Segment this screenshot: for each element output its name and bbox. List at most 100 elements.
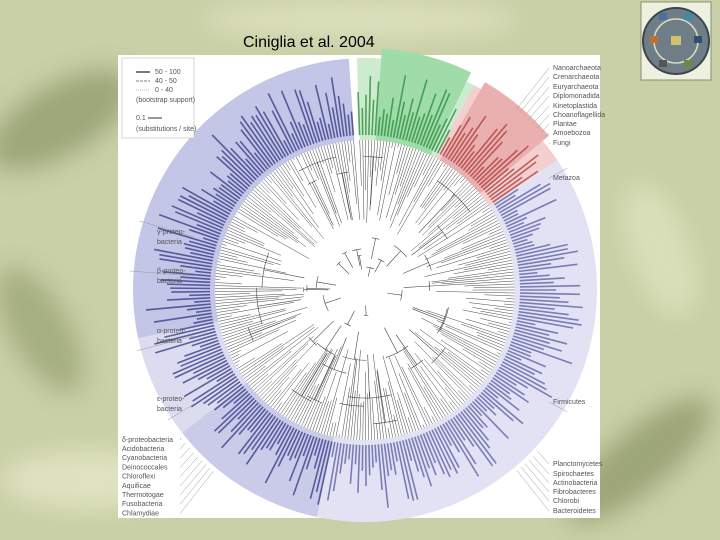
branch (443, 163, 446, 168)
leaf-label (233, 390, 249, 404)
branch (414, 154, 431, 188)
leaf-label (507, 349, 547, 368)
branch (396, 145, 405, 174)
leaf-label (455, 415, 494, 467)
leaf-label (260, 419, 282, 451)
branch (415, 170, 456, 224)
leaf-label (386, 97, 395, 137)
leaf-label (428, 124, 441, 150)
leader-line (548, 168, 568, 179)
clade-label: Chlamydiae (122, 510, 159, 517)
leaf-label (467, 130, 508, 175)
branch (257, 185, 318, 244)
branch (218, 258, 287, 274)
leaf-label (510, 341, 573, 365)
branch (229, 350, 241, 356)
branch (320, 146, 336, 193)
leaf-label (506, 216, 528, 228)
leaf-label (495, 194, 516, 209)
branch (249, 194, 272, 213)
branch (215, 296, 304, 307)
leaf-label (407, 79, 428, 142)
branch (285, 162, 291, 171)
leaf-label (439, 137, 451, 155)
branch (217, 264, 255, 272)
branch (488, 228, 502, 235)
branch (482, 207, 491, 213)
leaf-label (222, 388, 247, 409)
leaf-label (517, 250, 579, 263)
branch (234, 360, 240, 364)
leaf-label (194, 300, 211, 303)
clade-label: bacteria (157, 406, 182, 413)
leaf-label (317, 441, 333, 505)
branch (387, 381, 402, 436)
leaf-label (474, 398, 488, 412)
leaf-label (207, 381, 241, 406)
leaf-label (213, 385, 245, 411)
branch (422, 424, 425, 428)
branch (321, 400, 332, 434)
branch (253, 189, 315, 245)
branch (226, 332, 262, 348)
leaf-label (196, 315, 213, 320)
leaf-label (498, 182, 551, 214)
branch (463, 259, 513, 271)
branch (440, 356, 478, 390)
branch (393, 414, 399, 437)
leaf-label (497, 369, 528, 389)
branch (312, 320, 334, 342)
leaf-label (452, 115, 487, 164)
branch (362, 401, 364, 440)
leader-line (179, 437, 182, 441)
branch (473, 286, 515, 289)
leaf-label (213, 187, 237, 205)
leaf-label (227, 180, 245, 195)
leaf-label (498, 366, 553, 399)
branch (443, 233, 505, 259)
clade-label: β-proteo- (157, 268, 186, 275)
branch (494, 308, 514, 312)
branch (338, 263, 350, 275)
branch (441, 277, 515, 285)
leaf-label (371, 99, 375, 136)
branch (215, 293, 251, 295)
clade-label: Metazoa (553, 175, 580, 182)
branch (425, 222, 500, 261)
branch (457, 251, 510, 266)
leaf-label (280, 90, 306, 148)
branch (228, 227, 265, 245)
clade-label: Deinococcales (122, 464, 168, 471)
leaf-label (221, 393, 251, 420)
branch (215, 276, 227, 278)
leaf-label (508, 346, 531, 358)
leader-line (179, 447, 190, 459)
leaf-label (180, 265, 212, 271)
leaf-label (209, 171, 243, 197)
leaf-label (191, 336, 218, 347)
leader-line (532, 105, 550, 125)
leaf-label (211, 134, 257, 181)
branch (371, 398, 376, 440)
branch (385, 388, 396, 437)
leaf-label (188, 195, 229, 218)
branch (240, 324, 315, 374)
leaf-label (176, 345, 221, 364)
leaf-label (374, 81, 380, 136)
leaf-label (291, 133, 301, 150)
branch (301, 353, 328, 397)
leaf-label (434, 108, 457, 152)
branch (306, 346, 342, 429)
branch (436, 370, 465, 403)
leaf-label (305, 437, 318, 470)
leader-line (520, 466, 550, 502)
branch (280, 165, 314, 215)
leaf-label (380, 444, 389, 508)
branch (356, 394, 360, 440)
leaf-label (519, 295, 560, 299)
logo (640, 1, 712, 81)
leaf-label (180, 276, 211, 280)
leaf-label (504, 355, 543, 375)
leaf-label (519, 284, 581, 288)
